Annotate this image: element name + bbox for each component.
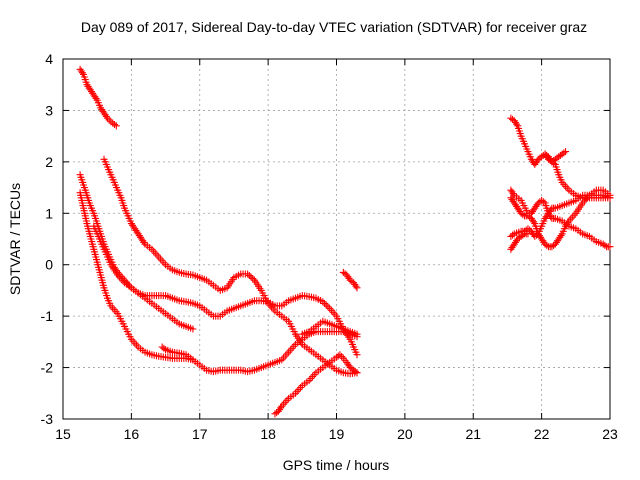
y-tick-label: -2 (41, 360, 54, 376)
data-point (112, 122, 120, 130)
data-point (277, 404, 285, 412)
data-point (322, 301, 330, 309)
data-point (353, 351, 361, 359)
data-point (601, 241, 609, 249)
data-point (532, 231, 540, 239)
y-tick-labels: -3 -2 -1 0 1 2 3 4 (41, 51, 54, 427)
y-tick-label: 0 (45, 257, 53, 273)
x-tick-label: 20 (397, 426, 413, 442)
series-arc-8 (298, 317, 361, 338)
data-point (509, 190, 517, 198)
data-point (92, 94, 100, 102)
data-point (249, 275, 257, 283)
y-tick-label: 1 (45, 205, 53, 221)
grid (63, 59, 610, 419)
series-arc-3 (76, 189, 197, 364)
x-tick-label: 17 (192, 426, 208, 442)
series-arc-1 (76, 65, 120, 130)
data-point (562, 148, 570, 156)
y-axis-label: SDTVAR / TECUs (7, 183, 23, 295)
series-arc-15 (541, 148, 570, 166)
data-point (353, 330, 361, 338)
data-point (160, 344, 168, 352)
data-point (557, 232, 565, 240)
data-point (321, 299, 329, 307)
data-point (189, 325, 197, 333)
series-arc-7 (271, 351, 361, 418)
data-point (324, 303, 332, 311)
y-tick-label: -1 (41, 308, 54, 324)
data-point (245, 272, 253, 280)
data-point (530, 218, 538, 226)
data-point (338, 353, 346, 361)
data-point (319, 298, 327, 306)
data-point (519, 211, 527, 219)
y-tick-label: -3 (41, 411, 54, 427)
x-tick-label: 21 (465, 426, 481, 442)
y-tick-label: 2 (45, 154, 53, 170)
data-point (524, 230, 532, 238)
data-series (76, 65, 614, 418)
y-tick-label: 4 (45, 51, 53, 67)
x-tick-labels: 15 16 17 18 19 20 21 22 23 (55, 426, 618, 442)
x-tick-label: 18 (260, 426, 276, 442)
series-arc-5 (90, 222, 361, 359)
series-arc-9 (339, 268, 361, 292)
data-point (244, 270, 252, 278)
data-point (102, 112, 110, 120)
data-point (606, 243, 614, 251)
data-point (140, 238, 148, 246)
data-point (564, 219, 572, 227)
series-arc-6 (158, 328, 361, 376)
x-tick-label: 23 (602, 426, 618, 442)
data-point (606, 194, 614, 202)
x-tick-label: 15 (55, 426, 71, 442)
data-point (353, 284, 361, 292)
data-point (78, 69, 86, 77)
series-arc-12 (507, 186, 614, 251)
data-point (543, 241, 551, 249)
x-axis-label: GPS time / hours (283, 457, 390, 473)
data-point (509, 231, 517, 239)
data-point (247, 273, 255, 281)
data-point (352, 282, 360, 290)
series-arc-14 (507, 230, 532, 253)
data-point (351, 367, 359, 375)
data-point (513, 120, 521, 128)
x-tick-label: 22 (534, 426, 550, 442)
series-arc-4 (100, 155, 361, 378)
data-point (353, 369, 361, 377)
x-tick-label: 19 (329, 426, 345, 442)
plot-frame (62, 58, 611, 420)
y-tick-label: 3 (45, 102, 53, 118)
x-tick-label: 16 (124, 426, 140, 442)
series-arc-13 (507, 191, 614, 240)
data-point (539, 198, 547, 206)
chart-title: Day 089 of 2017, Sidereal Day-to-day VTE… (81, 19, 587, 35)
data-point (560, 149, 568, 157)
data-point (519, 231, 527, 239)
